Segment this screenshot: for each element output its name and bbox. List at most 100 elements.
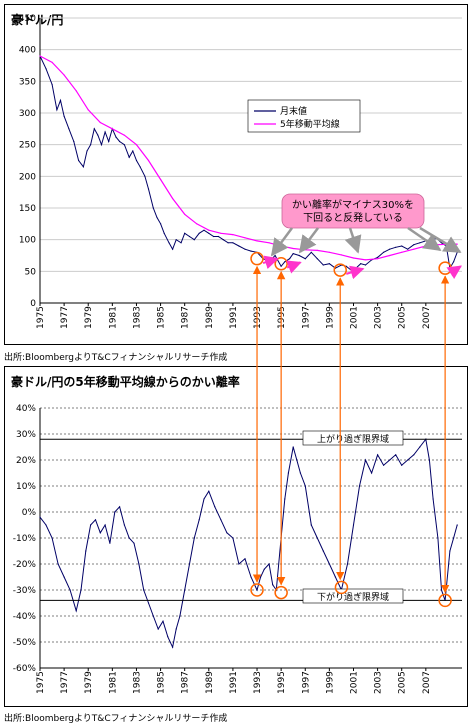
data-point [208, 229, 210, 231]
data-point [419, 242, 421, 244]
data-point [193, 537, 195, 539]
data-point [162, 620, 164, 622]
x-tick-label: 2005 [398, 671, 408, 694]
legend-label-monthly: 月末値 [280, 105, 307, 117]
x-tick-label: 1995 [277, 671, 287, 694]
callout-text-line2: 下回ると反発している [303, 211, 403, 224]
trough-circle-deviation [334, 580, 349, 595]
data-point [128, 537, 130, 539]
data-point [97, 134, 99, 136]
data-point [123, 524, 125, 526]
y-tick-label: 10% [16, 482, 36, 492]
source-note-price: 出所:BloombergよりT&Cフィナンシャルリサーチ作成 [4, 353, 228, 363]
data-point [280, 265, 282, 267]
data-point [167, 636, 169, 638]
data-point [69, 589, 71, 591]
x-tick-label: 1999 [325, 306, 335, 329]
data-point [184, 232, 186, 234]
data-point [310, 251, 312, 253]
data-point [244, 237, 246, 239]
data-point [90, 144, 92, 146]
data-point [280, 245, 282, 247]
x-tick-label: 1981 [108, 671, 118, 694]
chart-title-deviation: 豪ドル/円の5年移動平均線からのかい離率 [11, 375, 240, 389]
rebound-arrow [262, 255, 279, 270]
label-under: 下がり過ぎ限界域 [317, 591, 389, 603]
x-tick-label: 1997 [301, 671, 311, 694]
data-point [203, 229, 205, 231]
data-point [63, 74, 65, 76]
data-point [196, 223, 198, 225]
data-point [304, 249, 306, 251]
data-point [63, 576, 65, 578]
x-tick-label: 1989 [205, 306, 215, 329]
data-point [82, 166, 84, 168]
x-tick-label: 1975 [36, 671, 46, 694]
data-point [383, 251, 385, 253]
data-point [57, 563, 59, 565]
data-point [360, 263, 362, 265]
callout-arrow [270, 227, 294, 257]
x-tick-label: 1979 [84, 671, 94, 694]
y-tick-label: 50 [25, 267, 37, 277]
data-point [260, 576, 262, 578]
data-point [226, 532, 228, 534]
data-point [68, 128, 70, 130]
data-point [51, 537, 53, 539]
data-point [292, 253, 294, 255]
y-tick-label: -30% [13, 586, 37, 596]
data-point [85, 550, 87, 552]
data-point [99, 121, 101, 124]
rebound-arrow [446, 265, 462, 280]
x-tick-label: 2007 [422, 306, 432, 329]
data-point [232, 234, 234, 236]
data-point [147, 602, 150, 604]
data-point [395, 454, 397, 456]
x-tick-label: 1985 [157, 306, 167, 329]
data-point [371, 472, 373, 474]
data-point [213, 235, 215, 238]
data-point [244, 248, 246, 250]
x-tick-label: 2003 [374, 306, 384, 329]
callout-arrow [344, 227, 362, 254]
callout-arrow [298, 227, 319, 254]
data-point [104, 131, 106, 133]
data-point [377, 454, 379, 456]
data-point [217, 235, 219, 238]
data-point [431, 239, 433, 241]
trough-circle-deviation [274, 585, 288, 600]
data-point [123, 134, 125, 136]
data-point [328, 251, 330, 253]
data-point [132, 150, 134, 152]
data-point [179, 615, 181, 617]
data-point [156, 216, 158, 219]
data-point [198, 519, 200, 521]
y-tick-label: 350 [19, 77, 36, 87]
data-point [75, 90, 77, 92]
data-point [163, 232, 165, 234]
data-point [168, 242, 170, 244]
data-point [133, 542, 135, 544]
data-point [51, 83, 53, 86]
plot-area-price [39, 17, 462, 306]
y-tick-label: 40% [16, 404, 36, 414]
data-point [292, 247, 294, 250]
y-tick-label: -40% [13, 612, 37, 622]
y-tick-label: 150 [19, 204, 36, 214]
data-point [175, 628, 177, 630]
data-point [352, 257, 355, 259]
data-point [437, 537, 439, 539]
data-point [268, 563, 270, 565]
data-point [401, 245, 403, 247]
data-point [63, 115, 65, 117]
data-point [100, 144, 103, 146]
data-point [389, 254, 391, 257]
chart-title-price: 豪ドル/円 [11, 13, 64, 27]
x-tick-label: 1977 [60, 306, 70, 329]
data-point [208, 232, 210, 234]
data-point [152, 207, 154, 209]
data-point [287, 472, 289, 474]
source-note-deviation: 出所:BloombergよりT&Cフィナンシャルリサーチ作成 [4, 714, 228, 724]
data-point [299, 472, 301, 474]
x-tick-label: 1989 [205, 671, 215, 694]
